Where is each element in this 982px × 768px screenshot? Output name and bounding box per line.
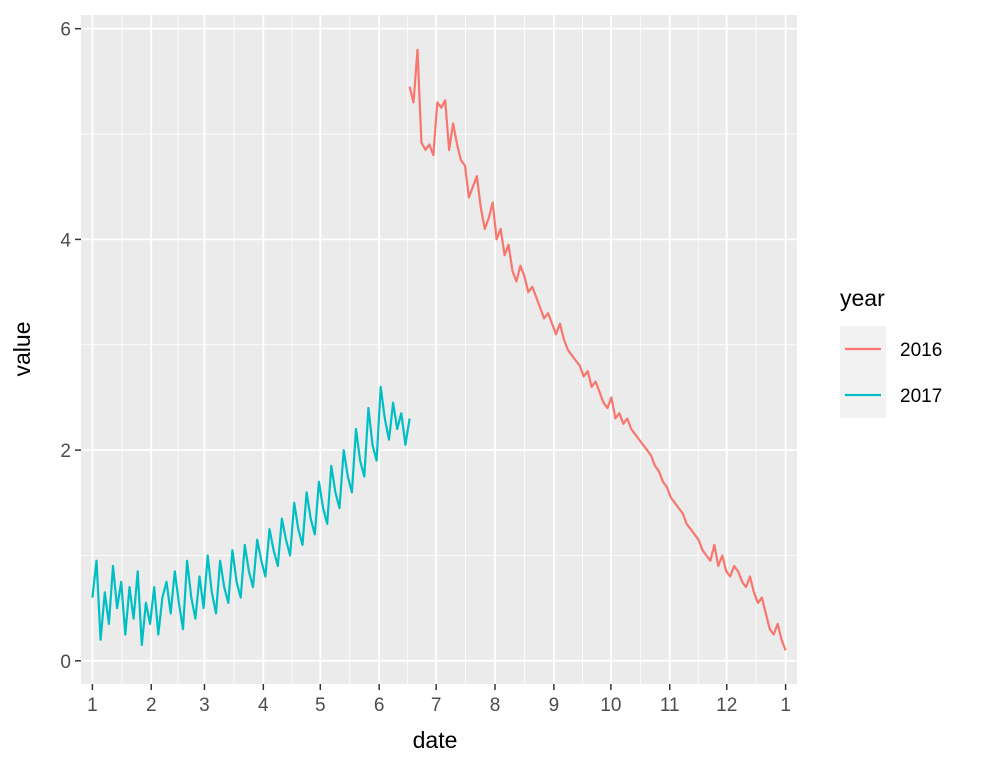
x-tick-label: 9 bbox=[549, 695, 560, 716]
x-tick-label: 10 bbox=[600, 695, 621, 716]
y-tick-label: 0 bbox=[60, 652, 71, 673]
legend-label-2016: 2016 bbox=[900, 340, 942, 361]
x-axis: 1 2 3 4 5 6 7 8 9 10 11 12 1 bbox=[87, 684, 791, 716]
y-tick-label: 6 bbox=[60, 20, 71, 41]
x-tick-label: 7 bbox=[431, 695, 442, 716]
x-tick-label: 5 bbox=[315, 695, 326, 716]
x-tick-label: 1 bbox=[87, 695, 98, 716]
legend: year 2016 2017 bbox=[840, 285, 942, 418]
y-tick-label: 4 bbox=[60, 230, 71, 251]
series-line-2017 bbox=[91, 385, 411, 647]
y-axis: 0 2 4 6 bbox=[60, 20, 81, 673]
x-tick-label: 11 bbox=[660, 695, 680, 716]
x-tick-label: 4 bbox=[258, 695, 269, 716]
legend-title: year bbox=[840, 285, 885, 311]
legend-label-2017: 2017 bbox=[900, 386, 942, 407]
x-tick-label: 3 bbox=[199, 695, 210, 716]
x-axis-title: date bbox=[413, 727, 458, 753]
x-tick-label: 6 bbox=[374, 695, 385, 716]
x-tick-label: 8 bbox=[490, 695, 501, 716]
series-lines bbox=[91, 48, 787, 651]
x-tick-label: 2 bbox=[146, 695, 157, 716]
panel-background bbox=[81, 15, 797, 684]
y-tick-label: 2 bbox=[60, 441, 71, 462]
x-tick-label: 1 bbox=[780, 695, 791, 716]
minor-gridlines bbox=[81, 15, 797, 684]
x-tick-label: 12 bbox=[716, 695, 737, 716]
major-gridlines bbox=[81, 15, 797, 684]
y-axis-title: value bbox=[9, 322, 35, 377]
series-line-2016 bbox=[408, 48, 787, 651]
